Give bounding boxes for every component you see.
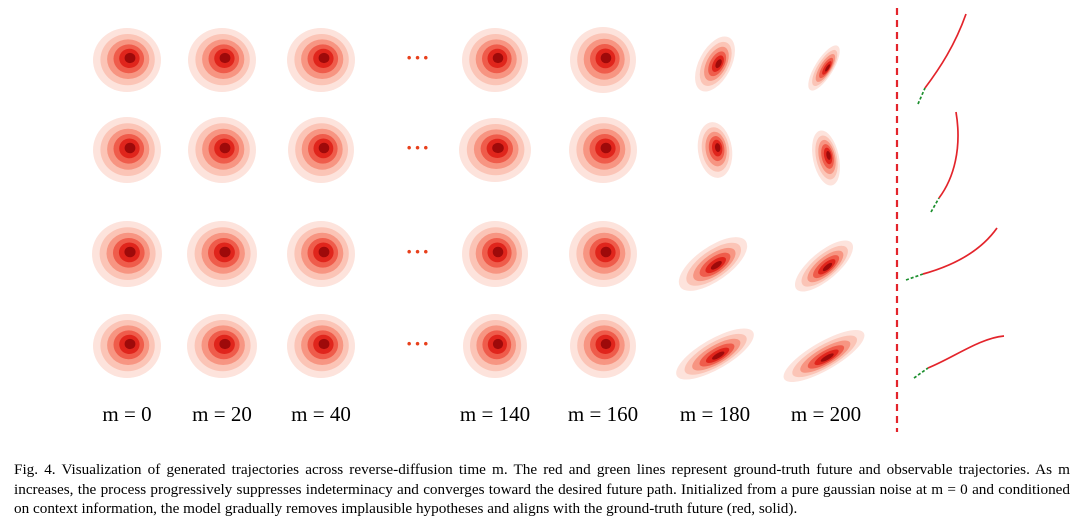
density-blob [695,36,735,92]
m-label: m = 200 [791,402,861,426]
density-blob [187,221,257,287]
ellipsis-mark: ··· [405,239,430,264]
ellipsis-markers: ··· ··· ··· ··· [405,45,430,356]
density-blob [93,28,161,92]
density-blob [697,122,733,178]
density-blob [93,117,161,183]
ground-truth-future-line [927,335,1005,369]
density-blob [462,28,528,92]
density-level [492,52,504,64]
density-blob [783,330,865,382]
ground-truth-future-line [938,111,959,199]
figure-caption: Fig. 4. Visualization of generated traje… [14,461,1070,517]
density-level [492,142,504,154]
density-level [219,52,231,64]
density-level [715,59,722,69]
density-blob [462,221,528,287]
density-blob [288,117,354,183]
density-level [600,142,612,154]
trajectory-panels [905,13,1005,379]
density-blob [570,314,636,378]
density-level [712,351,725,360]
density-level [825,64,831,72]
density-level [822,262,833,272]
m-label: m = 40 [291,402,351,426]
density-level [492,246,504,258]
density-blob [569,221,637,287]
density-level [318,52,330,64]
density-grid [92,27,865,382]
trajectory-panel [905,227,998,281]
density-level [492,338,504,350]
density-level [600,52,612,64]
density-level [124,142,136,154]
density-level [124,338,136,350]
density-blob [287,28,355,92]
observed-trajectory-line [930,197,940,213]
m-label: m = 140 [460,402,530,426]
trajectory-panel [913,335,1005,379]
density-level [124,246,136,258]
ellipsis-mark: ··· [405,331,430,356]
density-level [714,143,721,153]
m-label: m = 0 [102,402,151,426]
density-level [318,142,330,154]
density-level [124,52,136,64]
observed-trajectory-line [917,87,926,105]
trajectory-panel [917,13,967,105]
ellipsis-mark: ··· [405,135,430,160]
density-blob [459,118,531,182]
trajectory-panel [930,111,959,213]
density-blob [812,130,840,186]
density-level [219,142,231,154]
density-level [820,353,834,362]
m-labels: m = 0 m = 20 m = 40 m = 140 m = 160 m = 180 m … [102,402,861,426]
ground-truth-future-line [924,13,967,89]
density-blob [678,237,748,291]
ground-truth-future-line [922,227,998,275]
density-blob [188,117,256,183]
density-blob [287,221,355,287]
density-blob [92,221,162,287]
density-blob [569,117,637,183]
density-blob [676,328,754,380]
observed-trajectory-line [913,367,929,379]
density-level [600,338,612,350]
density-level [219,246,231,258]
density-blob [188,28,256,92]
observed-trajectory-line [905,273,924,281]
density-blob [187,314,257,378]
density-level [318,338,330,350]
m-label: m = 20 [192,402,252,426]
density-blob [463,314,527,378]
ellipsis-mark: ··· [405,45,430,70]
m-label: m = 160 [568,402,638,426]
density-level [710,261,722,270]
density-blob [808,45,840,91]
density-blob [93,314,161,378]
density-level [219,338,231,350]
density-blob [287,314,355,378]
density-blob [794,240,854,292]
density-level [600,246,612,258]
m-label: m = 180 [680,402,750,426]
density-level [318,246,330,258]
density-blob [570,27,636,93]
density-level [826,150,831,160]
